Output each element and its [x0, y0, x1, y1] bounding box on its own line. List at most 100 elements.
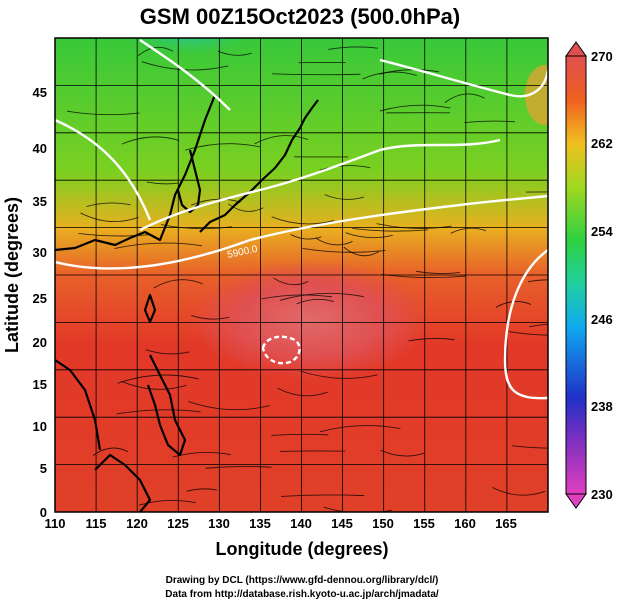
streamline: [114, 242, 202, 250]
x-tick-label: 145: [331, 516, 353, 531]
contour-5900: [55, 194, 548, 270]
streamline: [464, 120, 515, 124]
coast-korea: [176, 149, 202, 214]
streamline: [191, 315, 230, 320]
colorbar-body: [565, 55, 587, 495]
contour-small-ring: [261, 335, 301, 365]
x-tick-label: 140: [290, 516, 312, 531]
x-tick-label: 150: [372, 516, 394, 531]
y-tick-label: 30: [33, 245, 47, 260]
x-tick-label: 115: [86, 516, 107, 531]
credit-drawing: Drawing by DCL (https://www.gfd-dennou.o…: [166, 575, 439, 586]
streamline: [86, 202, 131, 208]
colorbar-bottom-arrow: [565, 493, 587, 509]
streamline: [116, 409, 201, 415]
colorbar-tick-label: 270: [591, 49, 613, 64]
x-tick-label: 155: [413, 516, 435, 531]
plot-area: 5900.0: [55, 38, 548, 512]
streamline: [272, 73, 361, 76]
warm-core: [190, 260, 430, 380]
x-tick-label: 135: [249, 516, 271, 531]
streamline: [376, 223, 452, 229]
y-axis-label: Latitude (degrees): [2, 197, 22, 353]
streamline: [205, 465, 272, 469]
colorbar-top-arrow: [565, 41, 587, 57]
contour-e: [503, 249, 548, 400]
streamline: [380, 449, 425, 457]
x-tick-label: 120: [126, 516, 148, 531]
streamline: [492, 486, 546, 496]
streamline: [290, 234, 322, 240]
y-tick-label: 15: [33, 377, 47, 392]
x-tick-label: 125: [167, 516, 189, 531]
contour-mid: [139, 138, 501, 232]
streamline: [345, 232, 393, 239]
y-tick-label: 40: [33, 141, 47, 156]
warm-ne-patch: [525, 65, 548, 125]
y-tick-label: 0: [40, 505, 47, 520]
streamline: [78, 232, 150, 237]
streamline: [273, 277, 309, 286]
streamline: [190, 198, 241, 206]
y-tick-label: 45: [33, 85, 47, 100]
y-tick-label: 25: [33, 291, 47, 306]
streamline: [92, 447, 129, 456]
credit-data: Data from http://database.rish.kyoto-u.a…: [165, 589, 439, 600]
streamline: [343, 246, 380, 257]
streamline: [324, 194, 365, 200]
x-tick-label: 130: [208, 516, 230, 531]
y-tick-label: 5: [40, 461, 47, 476]
coast-indochina: [55, 359, 102, 451]
streamline: [138, 500, 196, 506]
plot-frame: [54, 37, 549, 513]
streamline: [185, 143, 260, 151]
streamline: [117, 374, 199, 384]
coast-china: [55, 94, 217, 252]
streamline: [280, 494, 365, 497]
streamline: [296, 298, 334, 305]
colorbar: 230 238 246 254 262 270: [565, 41, 613, 509]
streamline: [279, 450, 346, 452]
streamline: [328, 46, 378, 50]
colorbar-tick-label: 262: [591, 136, 613, 151]
y-tick-label: 20: [33, 335, 47, 350]
coast-philippines: [146, 354, 187, 457]
y-axis: 0 5 10 15 20 25 30 35 40 45: [33, 85, 47, 520]
streamline: [188, 400, 270, 411]
streamline: [381, 274, 466, 279]
streamline: [66, 110, 140, 116]
streamline: [277, 387, 328, 397]
streamline: [153, 279, 203, 289]
streamline: [217, 50, 252, 56]
streamline: [362, 71, 417, 80]
streamline: [80, 212, 139, 222]
colorbar-tick-label: 238: [591, 399, 613, 414]
streamline: [302, 248, 386, 253]
cold-core: [120, 38, 260, 68]
colorbar-tick-label: 246: [591, 312, 613, 327]
streamline: [271, 433, 329, 436]
coastlines: [55, 94, 319, 512]
x-tick-label: 165: [495, 516, 517, 531]
streamline: [300, 370, 378, 379]
contour-ne: [379, 58, 548, 98]
streamline: [228, 203, 264, 212]
streamline: [352, 227, 428, 232]
streamline: [319, 165, 371, 171]
streamline: [172, 451, 231, 458]
streamline: [271, 216, 335, 225]
x-axis: 110 115 120 125 130 135 140 145 150 155 …: [45, 516, 517, 531]
streamline: [379, 104, 451, 112]
streamline: [279, 292, 365, 301]
colorbar-tick-label: 230: [591, 487, 613, 502]
streamline: [146, 181, 179, 185]
streamline: [186, 488, 217, 492]
contour-north2: [139, 39, 231, 111]
streamline: [529, 323, 548, 328]
streamline: [160, 224, 233, 230]
streamlines: [66, 46, 548, 512]
streamline: [315, 237, 353, 246]
streamline: [527, 279, 548, 283]
streamline: [120, 380, 187, 390]
